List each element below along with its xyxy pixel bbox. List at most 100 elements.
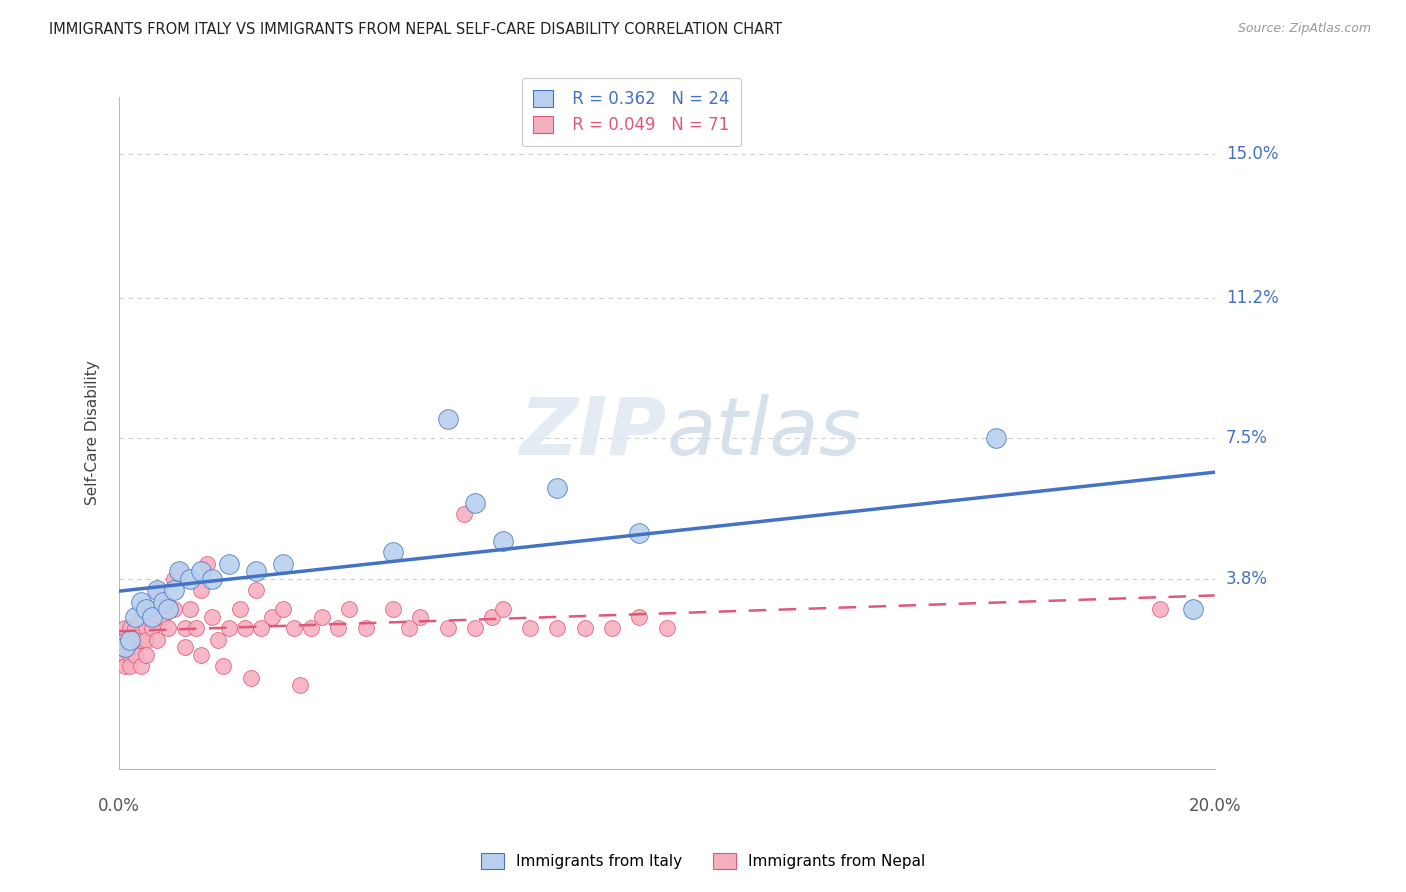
Point	[124, 632, 146, 647]
Point	[453, 508, 475, 522]
Point	[118, 659, 141, 673]
Point	[190, 648, 212, 662]
Point	[1181, 602, 1204, 616]
Point	[124, 640, 146, 655]
Point	[288, 678, 311, 692]
Text: 7.5%: 7.5%	[1226, 429, 1268, 448]
Point	[118, 632, 141, 647]
Point	[157, 602, 180, 616]
Point	[546, 621, 568, 635]
Point	[141, 602, 163, 616]
Point	[299, 621, 322, 635]
Point	[245, 564, 267, 578]
Point	[146, 583, 169, 598]
Point	[135, 648, 157, 662]
Point	[184, 621, 207, 635]
Point	[201, 572, 224, 586]
Point	[163, 583, 186, 598]
Point	[655, 621, 678, 635]
Text: 15.0%: 15.0%	[1226, 145, 1278, 162]
Point	[152, 610, 174, 624]
Point	[190, 583, 212, 598]
Point	[311, 610, 333, 624]
Point	[600, 621, 623, 635]
Point	[124, 648, 146, 662]
Text: IMMIGRANTS FROM ITALY VS IMMIGRANTS FROM NEPAL SELF-CARE DISABILITY CORRELATION : IMMIGRANTS FROM ITALY VS IMMIGRANTS FROM…	[49, 22, 782, 37]
Point	[239, 671, 262, 685]
Point	[491, 533, 513, 548]
Text: ZIP: ZIP	[519, 393, 666, 472]
Point	[135, 621, 157, 635]
Point	[519, 621, 541, 635]
Point	[114, 640, 136, 655]
Point	[273, 602, 295, 616]
Point	[233, 621, 256, 635]
Y-axis label: Self-Care Disability: Self-Care Disability	[86, 360, 100, 505]
Point	[124, 610, 146, 624]
Point	[464, 621, 486, 635]
Point	[118, 640, 141, 655]
Point	[201, 610, 224, 624]
Point	[273, 557, 295, 571]
Text: 20.0%: 20.0%	[1188, 797, 1241, 814]
Point	[328, 621, 350, 635]
Text: 11.2%: 11.2%	[1226, 289, 1278, 307]
Point	[436, 621, 458, 635]
Point	[245, 583, 267, 598]
Point	[157, 621, 180, 635]
Point	[163, 572, 186, 586]
Point	[218, 557, 240, 571]
Point	[152, 595, 174, 609]
Text: Source: ZipAtlas.com: Source: ZipAtlas.com	[1237, 22, 1371, 36]
Point	[114, 632, 136, 647]
Point	[354, 621, 377, 635]
Point	[195, 557, 218, 571]
Point	[190, 564, 212, 578]
Point	[118, 632, 141, 647]
Point	[135, 632, 157, 647]
Point	[436, 412, 458, 426]
Point	[381, 545, 404, 559]
Point	[409, 610, 432, 624]
Point	[207, 632, 229, 647]
Point	[381, 602, 404, 616]
Point	[118, 648, 141, 662]
Point	[464, 496, 486, 510]
Point	[1149, 602, 1171, 616]
Point	[179, 572, 201, 586]
Point	[169, 564, 191, 578]
Point	[169, 564, 191, 578]
Point	[129, 632, 152, 647]
Point	[398, 621, 420, 635]
Point	[173, 621, 195, 635]
Text: 0.0%: 0.0%	[98, 797, 141, 814]
Point	[152, 595, 174, 609]
Point	[283, 621, 305, 635]
Point	[212, 659, 235, 673]
Point	[250, 621, 273, 635]
Point	[141, 621, 163, 635]
Point	[118, 621, 141, 635]
Point	[574, 621, 596, 635]
Point	[628, 610, 651, 624]
Point	[146, 632, 169, 647]
Legend:  R = 0.362   N = 24,  R = 0.049   N = 71: R = 0.362 N = 24, R = 0.049 N = 71	[522, 78, 741, 146]
Point	[114, 640, 136, 655]
Point	[179, 602, 201, 616]
Text: atlas: atlas	[666, 393, 862, 472]
Point	[114, 621, 136, 635]
Point	[141, 610, 163, 624]
Point	[135, 602, 157, 616]
Point	[114, 648, 136, 662]
Point	[228, 602, 250, 616]
Point	[218, 621, 240, 635]
Point	[146, 583, 169, 598]
Point	[129, 659, 152, 673]
Point	[173, 640, 195, 655]
Point	[337, 602, 360, 616]
Legend: Immigrants from Italy, Immigrants from Nepal: Immigrants from Italy, Immigrants from N…	[475, 847, 931, 875]
Point	[163, 602, 186, 616]
Point	[129, 610, 152, 624]
Text: 3.8%: 3.8%	[1226, 570, 1268, 588]
Point	[546, 481, 568, 495]
